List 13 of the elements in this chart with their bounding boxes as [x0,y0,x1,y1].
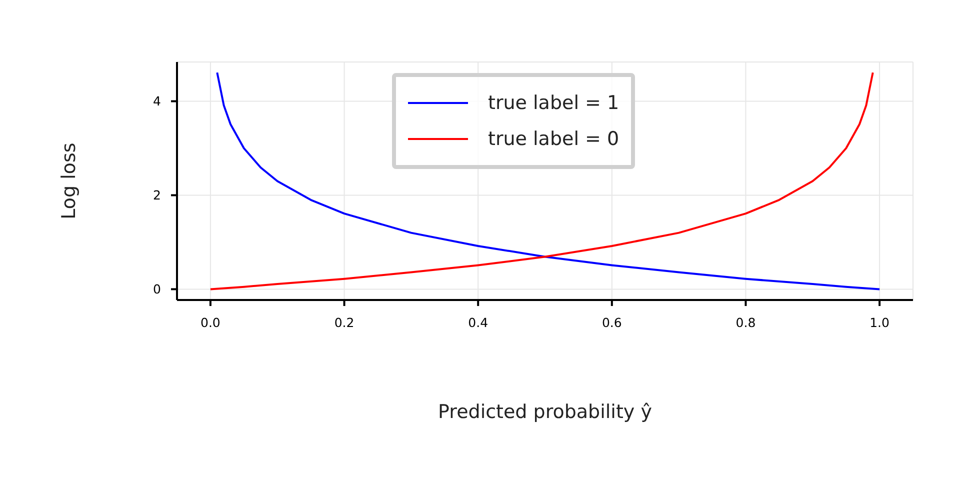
legend-label: true label = 0 [487,127,620,152]
x-tick-label: 0.4 [468,314,488,330]
legend-label: true label = 1 [487,91,620,116]
x-tick-label: 0.6 [602,314,622,330]
x-tick-label: 0.0 [200,314,220,330]
x-axis-title: Predicted probability ŷ [438,401,652,423]
x-tick-label: 0.2 [334,314,354,330]
x-tick-label: 1.0 [870,314,890,330]
y-tick-label: 4 [153,94,162,109]
x-tick-label: 0.8 [736,314,756,330]
y-axis-title: Log loss [58,142,80,220]
y-tick-label: 0 [153,282,162,297]
y-tick-label: 2 [153,188,161,203]
